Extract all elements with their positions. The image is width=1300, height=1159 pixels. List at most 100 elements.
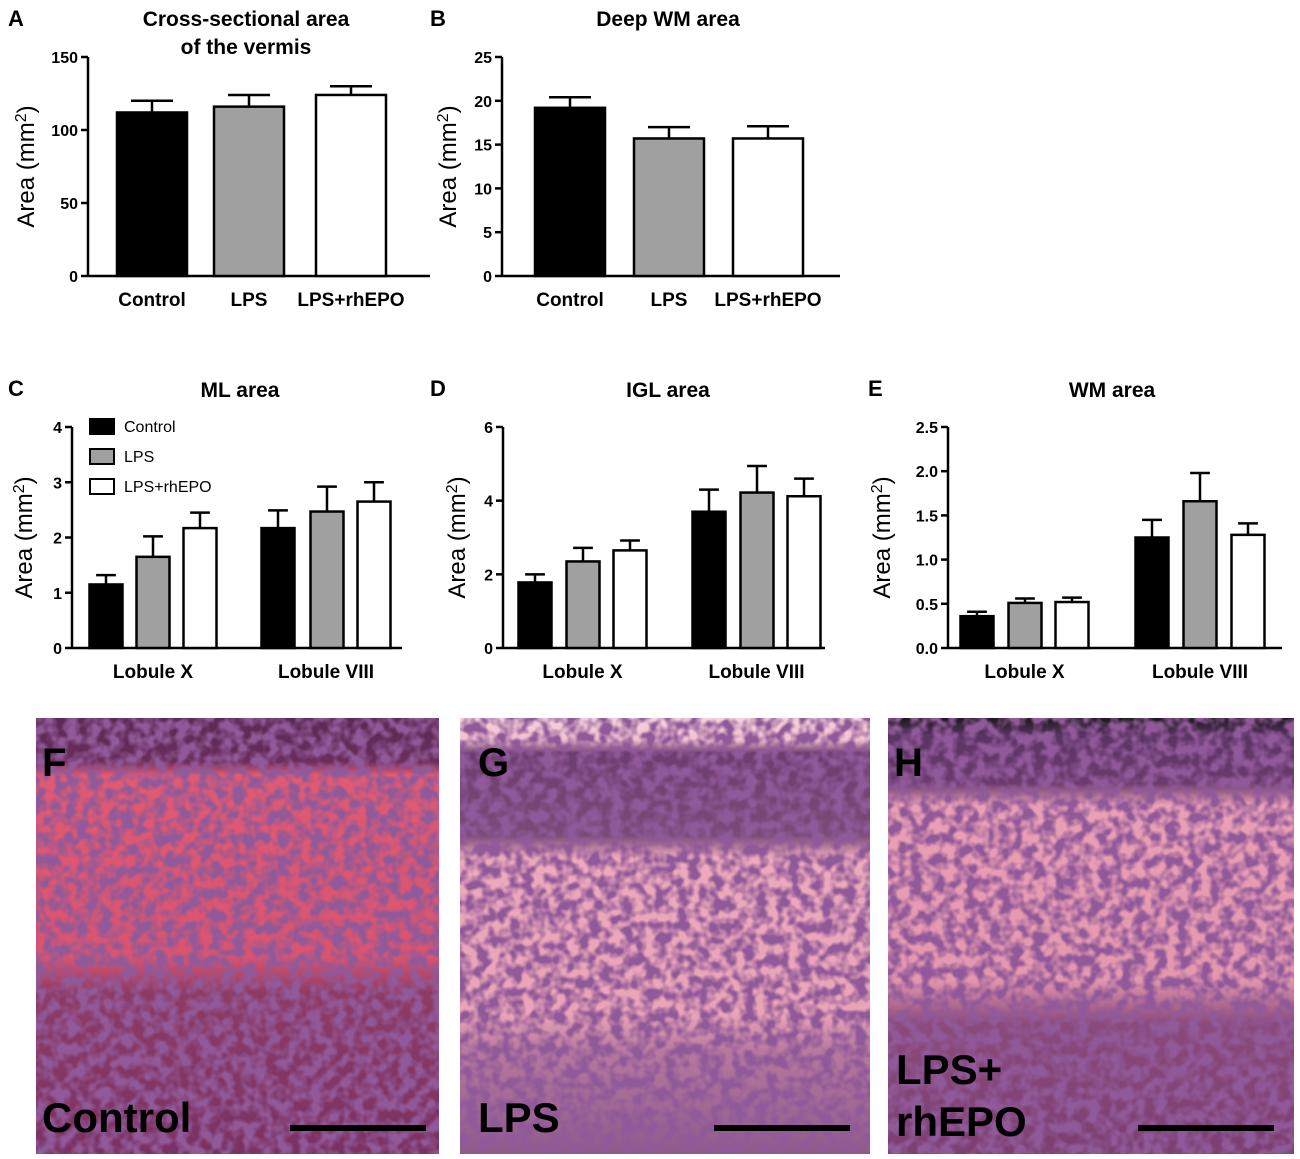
y-axis-label-d: Area (mm2) [444, 476, 472, 598]
y-axis-label-a: Area (mm2) [13, 105, 41, 227]
y-tick-label: 150 [51, 50, 78, 67]
micrograph-control [36, 718, 439, 1154]
bar-control [533, 106, 607, 278]
x-category-label-control: Control [536, 290, 604, 311]
chart-title-e-0: WM area [1069, 379, 1156, 402]
bar-lps-rhepo [731, 137, 805, 278]
y-tick-label: 2.0 [916, 464, 938, 481]
bar-lobule-x-lps [565, 560, 601, 650]
chart-wm-area: WM area Area (mm2) 0.0 0.5 1.0 1.5 2.0 2.5 Lobul… [869, 379, 1282, 683]
y-tick-label: 5 [483, 225, 492, 242]
y-tick-label: 0 [53, 641, 62, 658]
y-tick-label: 50 [60, 196, 78, 213]
bar-lobule-viii-lps [739, 491, 775, 650]
micrograph-lps [460, 718, 870, 1154]
panel-letter-b: B [430, 6, 446, 31]
y-tick-label: 2 [484, 567, 493, 584]
bar-lobule-viii-control [1134, 536, 1170, 650]
x-category-label-lps: LPS [231, 290, 268, 311]
chart-cross-sectional-area: Cross-sectional area of the vermis Area (m… [13, 8, 430, 311]
bar-lobule-x-control [88, 583, 124, 650]
chart-igl-area: IGL area Area (mm2) 0 2 4 6 Lobule X Lobule VII… [444, 379, 825, 683]
chart-ml-area: ML area Area (mm2) 0 1 2 3 4 Lobule X Lobule VII… [11, 379, 402, 683]
bar-control [115, 111, 189, 278]
x-category-label-control: Control [118, 290, 186, 311]
x-category-label-lobule-x: Lobule X [542, 662, 623, 683]
y-tick-label: 0 [69, 269, 78, 286]
chart-title-a-0: Cross-sectional area [143, 8, 350, 31]
y-tick-label: 15 [474, 138, 492, 155]
bar-lobule-x-lps [1007, 601, 1043, 650]
micrograph-lps-rhepo-texture [888, 718, 1294, 1154]
y-tick-label: 2 [53, 531, 62, 548]
legend-swatch-control [89, 418, 115, 435]
y-tick-label: 0.0 [916, 641, 938, 658]
y-tick-label: 25 [474, 50, 492, 67]
bar-lobule-x-control [517, 581, 553, 650]
chart-title-b-0: Deep WM area [596, 8, 740, 31]
y-tick-label: 100 [51, 123, 78, 140]
bar-lobule-viii-lps [1182, 500, 1218, 650]
x-category-label-lobule-x: Lobule X [113, 662, 194, 683]
bar-lobule-viii-lps-rhepo [1230, 533, 1266, 650]
y-tick-label: 0 [484, 641, 493, 658]
bar-lobule-viii-lps [309, 510, 345, 650]
y-tick-label: 1.5 [916, 508, 938, 525]
bar-lobule-viii-control [260, 526, 296, 650]
bar-lobule-x-control [959, 614, 995, 650]
y-tick-label: 2.5 [916, 420, 938, 437]
y-tick-label: 4 [53, 420, 62, 437]
legend-swatch-lps-rhepo [89, 478, 115, 495]
y-tick-label: 0 [483, 269, 492, 286]
x-category-label-lobule-viii: Lobule VIII [1152, 662, 1248, 683]
panel-letter-e: E [868, 376, 883, 401]
x-category-label-lobule-viii: Lobule VIII [278, 662, 374, 683]
x-category-label-lps: LPS [651, 290, 688, 311]
y-axis-label-e: Area (mm2) [869, 476, 897, 598]
micrograph-lps-texture [460, 718, 870, 1154]
micrograph-lps-rhepo [888, 718, 1294, 1154]
y-tick-label: 6 [484, 420, 493, 437]
bar-lobule-x-lps-rhepo [182, 526, 218, 650]
chart-title-a-1: of the vermis [181, 36, 312, 59]
bar-lobule-viii-lps-rhepo [786, 494, 822, 650]
bar-lps [632, 137, 706, 278]
legend-label-lps-rhepo: LPS+rhEPO [124, 479, 212, 496]
bar-lobule-x-lps-rhepo [612, 549, 648, 650]
y-axis-label-c: Area (mm2) [11, 476, 39, 598]
chart-deep-wm-area: Deep WM area Area (mm2) 0 5 10 15 20 25 Control L… [435, 8, 840, 311]
x-category-label-lps-rhepo: LPS+rhEPO [714, 290, 821, 311]
micrograph-letter-h: H [894, 741, 923, 785]
panel-letter-c: C [8, 376, 24, 401]
y-tick-label: 1.0 [916, 553, 938, 570]
micrograph-letter-f: F [42, 741, 66, 785]
panel-letter-a: A [8, 6, 24, 31]
micrograph-caption-rhepo: rhEPO [896, 1098, 1027, 1145]
chart-title-d-0: IGL area [626, 379, 710, 402]
y-axis-label-b: Area (mm2) [435, 105, 463, 227]
micrograph-letter-g: G [478, 741, 509, 785]
y-tick-label: 4 [484, 494, 493, 511]
y-tick-label: 3 [53, 475, 62, 492]
x-category-label-lobule-viii: Lobule VIII [708, 662, 804, 683]
x-category-label-lobule-x: Lobule X [984, 662, 1065, 683]
y-tick-label: 20 [474, 94, 492, 111]
micrograph-caption-lps-plus: LPS+ [896, 1046, 1002, 1093]
legend-label-lps: LPS [124, 449, 154, 466]
legend-label-control: Control [124, 419, 176, 436]
chart-title-c-0: ML area [201, 379, 280, 402]
bar-lobule-viii-control [691, 510, 727, 650]
y-tick-label: 1 [53, 586, 62, 603]
micrograph-caption-control: Control [42, 1094, 191, 1141]
bar-lobule-x-lps-rhepo [1054, 600, 1090, 650]
bar-lps [212, 105, 286, 278]
micrograph-control-texture [36, 718, 439, 1154]
bar-lobule-x-lps [135, 555, 171, 650]
panel-letter-d: D [430, 376, 446, 401]
bar-lobule-viii-lps-rhepo [356, 500, 392, 650]
legend-swatch-lps [89, 448, 115, 465]
bar-lps-rhepo [314, 93, 388, 278]
y-tick-label: 0.5 [916, 597, 938, 614]
micrograph-caption-lps: LPS [478, 1094, 560, 1141]
